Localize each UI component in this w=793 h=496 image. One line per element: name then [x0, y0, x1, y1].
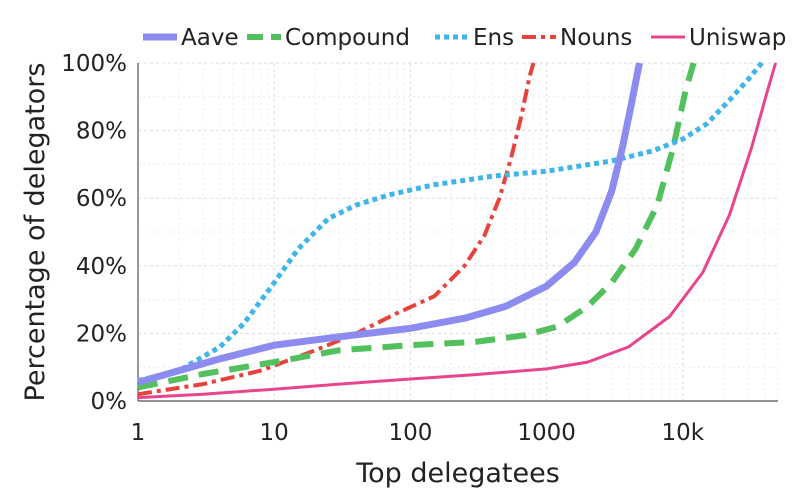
- y-axis-label: Percentage of delegators: [20, 63, 51, 402]
- legend-label-aave: Aave: [181, 25, 239, 51]
- legend-label-ens: Ens: [473, 25, 514, 51]
- series-line-nouns: [137, 62, 536, 397]
- y-tick-label: 20%: [76, 321, 127, 347]
- x-tick-label: 1000: [517, 420, 576, 446]
- legend-label-uniswap: Uniswap: [689, 25, 786, 51]
- series-line-uniswap: [137, 62, 778, 400]
- y-tick-label: 80%: [76, 119, 127, 145]
- x-tick-label: 10k: [662, 420, 705, 446]
- axes: [137, 63, 778, 402]
- legend: Aave Compound Ens Nouns Uniswap: [143, 25, 786, 51]
- y-tick-labels: 0% 20% 40% 60% 80% 100%: [61, 51, 127, 415]
- minor-grid: [138, 63, 779, 401]
- series-line-compound: [137, 62, 697, 391]
- legend-label-compound: Compound: [285, 25, 410, 51]
- y-tick-label: 40%: [76, 254, 127, 280]
- legend-label-nouns: Nouns: [560, 25, 632, 51]
- x-axis-label: Top delegatees: [355, 458, 560, 489]
- x-tick-label: 100: [388, 420, 432, 446]
- y-tick-label: 60%: [76, 186, 127, 212]
- series-line-aave: [137, 62, 643, 386]
- x-tick-labels: 1 10 100 1000 10k: [131, 420, 705, 446]
- series-lines: [137, 61, 778, 400]
- x-tick-label: 1: [131, 420, 146, 446]
- series-line-ens: [137, 61, 764, 384]
- y-tick-label: 100%: [61, 51, 127, 77]
- x-tick-label: 10: [260, 420, 289, 446]
- y-tick-label: 0%: [91, 389, 128, 415]
